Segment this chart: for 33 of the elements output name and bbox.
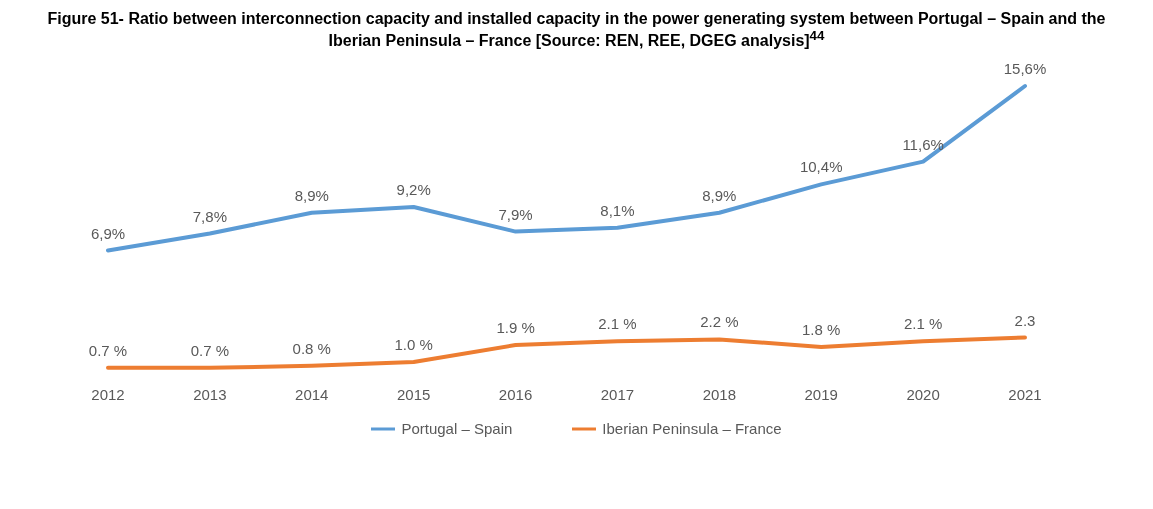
data-label: 2.2 % [700, 313, 739, 331]
data-label: 2.1 % [598, 315, 637, 333]
data-label: 0.8 % [292, 340, 331, 358]
x-tick-label: 2018 [702, 385, 737, 403]
data-label: 10,4% [799, 158, 843, 176]
data-label: 0.7 % [88, 342, 128, 360]
x-tick-label: 2012 [91, 385, 125, 403]
data-label: 0.7 % [190, 342, 230, 360]
legend-label: Iberian Peninsula – France [602, 420, 782, 438]
data-label: 1.8 % [802, 321, 841, 339]
x-tick-label: 2015 [396, 385, 431, 403]
data-label: 15,6% [1003, 60, 1047, 78]
data-label: 2.1 % [903, 315, 943, 333]
data-label: 7,8% [192, 207, 227, 225]
data-label: 2.3 [1014, 311, 1036, 329]
x-tick-label: 2020 [906, 385, 940, 403]
x-tick-label: 2017 [600, 385, 635, 403]
data-label: 8,1% [600, 202, 635, 220]
data-label: 1.9 % [496, 319, 535, 337]
data-label: 8,9% [702, 187, 737, 205]
data-label: 7,9% [498, 205, 533, 223]
x-tick-label: 2013 [193, 385, 227, 403]
data-label: 11,6% [902, 135, 944, 153]
x-tick-label: 2014 [295, 385, 329, 403]
legend-label: Portugal – Spain [401, 420, 513, 438]
data-label: 6,9% [90, 224, 126, 242]
x-tick-label: 2019 [804, 385, 838, 403]
chart-title: Figure 51- Ratio between interconnection capacity and installed capacity in the power generating system between Portugal – Spain and the Iberian Peninsula – France [Source: REN, REE, DGEG analysis]$^{44}$ [46, 10, 1107, 51]
x-tick-label: 2016 [498, 385, 533, 403]
data-label: 9,2% [396, 181, 431, 199]
data-label: 1.0 % [394, 336, 433, 354]
data-label: 8,9% [294, 187, 329, 205]
x-tick-label: 2021 [1008, 385, 1042, 403]
